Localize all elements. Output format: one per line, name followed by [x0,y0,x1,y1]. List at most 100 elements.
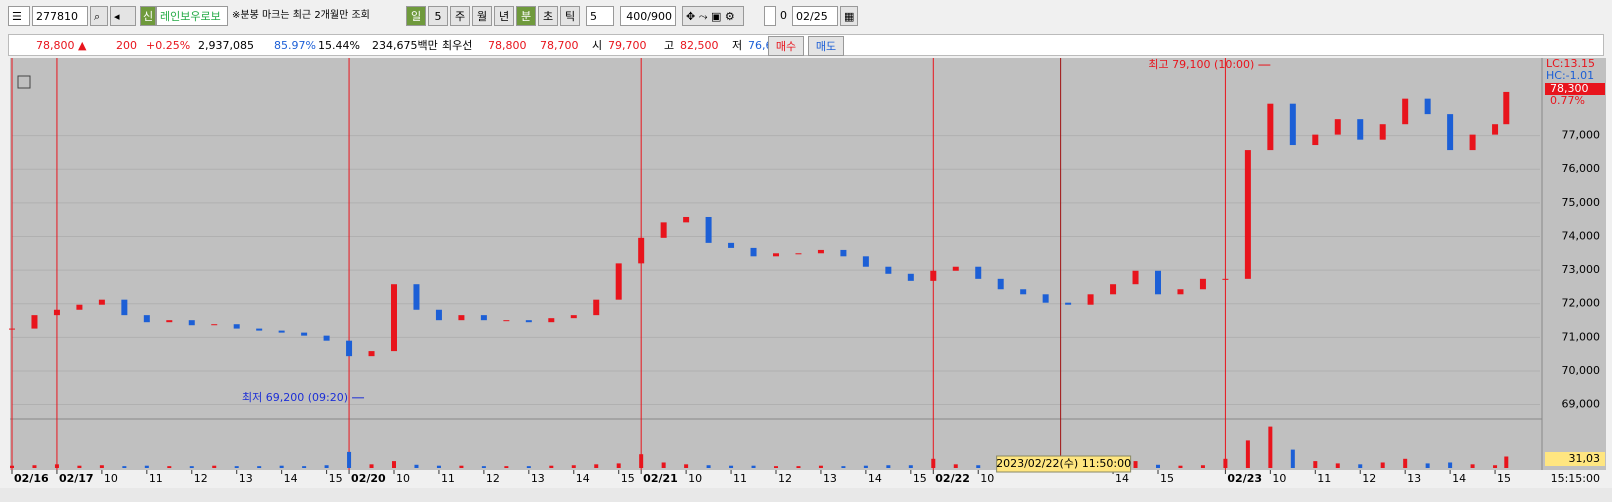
volume-bar [684,464,689,468]
low-label: 저 [732,39,743,52]
stock-name: 레인보우로보 [156,6,228,26]
candle [1199,278,1206,290]
menu-button[interactable]: ☰ [8,6,30,26]
amount: 234,675백만 [372,39,438,52]
last-price-box [1545,83,1605,95]
y-tick-label: 72,000 [1562,297,1601,310]
volume-bar [122,466,127,468]
candle [346,340,353,357]
sound-button[interactable]: ◂ [110,6,136,26]
candle [1244,150,1251,279]
volume-bar [729,465,734,468]
x-tick-label: 13 [823,472,837,485]
y-tick-label: 74,000 [1562,229,1601,242]
best-ask: 78,800 [488,39,527,52]
volume-bar [818,465,823,468]
volume-bar [212,465,217,468]
plot-background [10,58,1606,470]
sell-button[interactable]: 매도 [808,36,844,56]
date-input[interactable]: 02/25 [792,6,838,26]
checkbox[interactable] [764,6,776,26]
candle [1357,119,1364,140]
x-tick-label: 14 [1452,472,1466,485]
y-tick-label: 77,000 [1562,129,1601,142]
period-button[interactable]: 일 [406,6,426,26]
candle [907,273,914,281]
candle [233,324,240,329]
x-tick-label: 10 [396,472,410,485]
candle [278,330,285,333]
x-tick-label: 11 [1317,472,1331,485]
candle [323,335,330,341]
x-tick-label: 11 [149,472,163,485]
scrollbar[interactable] [0,488,1612,502]
candle [1020,289,1027,295]
candle [728,242,735,248]
candle [997,278,1004,290]
volume-bar [189,466,194,468]
x-tick-label: 10 [104,472,118,485]
candle [593,299,600,316]
candle [840,249,847,257]
volume-bar [257,466,262,468]
volume-bar [1403,458,1408,468]
buy-button[interactable]: 매수 [768,36,804,56]
period-button[interactable]: 년 [494,6,514,26]
candle [1087,294,1094,305]
period-button[interactable]: 주 [450,6,470,26]
interval-input[interactable]: 5 [586,6,614,26]
time-label: 15:15:00 [1551,472,1600,485]
y-tick-label: 71,000 [1562,330,1601,343]
search-button[interactable]: ⌕ [90,6,108,26]
y-tick-label: 73,000 [1562,263,1601,276]
volume-bar [639,454,644,468]
change-pct: +0.25% [146,39,191,52]
badge: 신 [140,6,156,26]
period-button[interactable]: 초 [538,6,558,26]
volume-bar [324,465,329,468]
checkbox-label: 0 [780,9,787,22]
calendar-button[interactable]: ▦ [840,6,858,26]
tools[interactable]: ✥ ⤳ ▣ ⚙ [682,6,744,26]
volume-bar [1335,463,1340,468]
period-button[interactable]: 월 [472,6,492,26]
x-tick-label: 13 [531,472,545,485]
candle [1402,98,1409,125]
volume-bar [976,465,981,468]
code-input[interactable]: 277810 [32,6,88,26]
candle [121,299,128,316]
best-bid: 78,700 [540,39,579,52]
volume-bar [1358,464,1363,468]
candle [1469,134,1476,151]
volume-bar [167,466,172,468]
period-button[interactable]: 5 [428,6,448,26]
x-tick-label: 15 [913,472,927,485]
y-tick-label: 76,000 [1562,162,1601,175]
volume-bar [1313,461,1318,468]
volume-bar [1380,462,1385,468]
volume-bar [886,465,891,468]
volume-bar [436,465,441,468]
x-tick-label: 13 [1407,472,1421,485]
candle [256,328,263,331]
volume-bar [481,466,486,468]
period-button[interactable]: 틱 [560,6,580,26]
candle [660,222,667,238]
volume-bar [1470,464,1475,468]
volume-bar [279,465,284,468]
x-tick-label: 11 [441,472,455,485]
candle [773,253,779,257]
x-tick-label: 02/21 [643,472,678,485]
volume-bar [931,458,936,468]
last-price: 78,300 [1550,82,1589,95]
chart: 69,000 70,000 71,000 72,000 73,000 74,000 75,0… [0,58,1612,502]
period-button[interactable]: 분 [516,6,536,26]
chart-icon[interactable] [17,75,31,89]
volume-bar [796,466,801,468]
candle [301,332,308,336]
candle [1132,270,1139,285]
candle [166,320,173,323]
volume-bar [1245,440,1250,468]
x-tick-label: 02/17 [59,472,94,485]
